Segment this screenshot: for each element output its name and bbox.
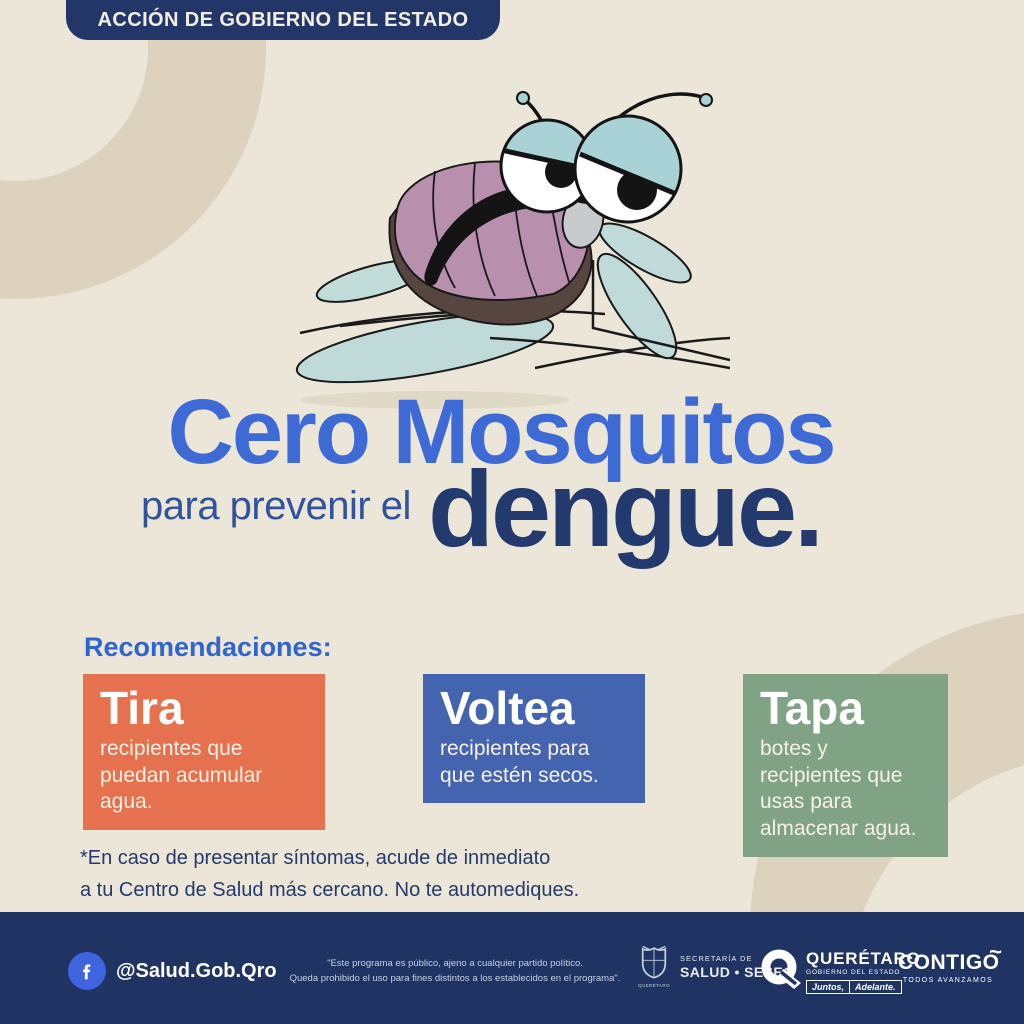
state-government-logo: QUERÉTARO GOBIERNO DEL ESTADO Juntos, Ad…	[806, 950, 921, 995]
title-emphasis: dengue.	[428, 448, 824, 569]
card-tapa: Tapa botes y recipientes que usas para a…	[743, 674, 948, 858]
program-disclaimer: "Este programa es público, ajeno a cualq…	[255, 957, 655, 986]
card-tapa-text: botes y recipientes que usas para almace…	[760, 736, 917, 841]
coat-of-arms-caption: QUERÉTARO	[638, 983, 670, 988]
state-subtitle: GOBIERNO DEL ESTADO	[806, 969, 901, 976]
card-tira-text: recipientes que puedan acumular agua.	[100, 736, 263, 814]
bent-leg-line	[591, 260, 730, 362]
disclaimer-line1: "Este programa es público, ajeno a cualq…	[327, 958, 583, 969]
secretariat-line1: SECRETARÍA DE	[680, 954, 753, 963]
facebook-icon	[68, 952, 106, 990]
page-title: Cero Mosquitos	[167, 381, 836, 483]
card-tapa-title: Tapa	[760, 682, 864, 734]
state-name: QUERÉTARO	[806, 949, 921, 968]
disclaimer-line2: Queda prohibido el uso para fines distin…	[289, 972, 621, 984]
contigo-name: CONTIGO ~	[898, 939, 1003, 974]
card-tira-title: Tira	[100, 682, 184, 734]
slogan-part1: Juntos,	[812, 982, 845, 992]
mosquito-shadow	[300, 391, 570, 409]
footnote-line2: a tu Centro de Salud más cercano. No te …	[80, 879, 580, 901]
mosquito-illustration	[295, 91, 730, 409]
facebook-f-glyph	[83, 964, 91, 980]
card-voltea: Voltea recipientes para que estén secos.	[423, 674, 645, 804]
card-tira: Tira recipientes que puedan acumular agu…	[83, 674, 325, 831]
right-eye-icon	[573, 114, 683, 224]
footer-bar	[0, 912, 1024, 1024]
top-left-ring	[0, 0, 266, 299]
slogan-part2: Adelante.	[849, 981, 901, 993]
left-eye-icon	[499, 118, 595, 214]
coat-of-arms-icon: QUERÉTARO	[632, 942, 676, 988]
right-wings-icon	[596, 222, 692, 360]
footnote-line1: *En caso de presentar síntomas, acude de…	[80, 847, 551, 869]
state-slogan-badge: Juntos, Adelante.	[806, 980, 902, 994]
government-action-badge: ACCIÓN DE GOBIERNO DEL ESTADO	[66, 0, 500, 40]
badge-label: ACCIÓN DE GOBIERNO DEL ESTADO	[97, 8, 469, 31]
recommendations-heading: Recomendaciones:	[84, 632, 332, 662]
card-voltea-title: Voltea	[440, 682, 575, 734]
contigo-subtitle: TODOS AVANZAMOS	[902, 977, 994, 984]
queretaro-q-icon	[761, 949, 801, 989]
title-subtitle: para prevenir el	[141, 484, 411, 528]
footnote: *En caso de presentar síntomas, acude de…	[80, 842, 579, 906]
contigo-logo: CONTIGO ~ TODOS AVANZAMOS	[898, 939, 1003, 985]
contigo-tilde-mark: ~	[989, 939, 1003, 964]
social-handle: @Salud.Gob.Qro	[116, 960, 277, 982]
card-voltea-text: recipientes para que estén secos.	[440, 736, 599, 787]
